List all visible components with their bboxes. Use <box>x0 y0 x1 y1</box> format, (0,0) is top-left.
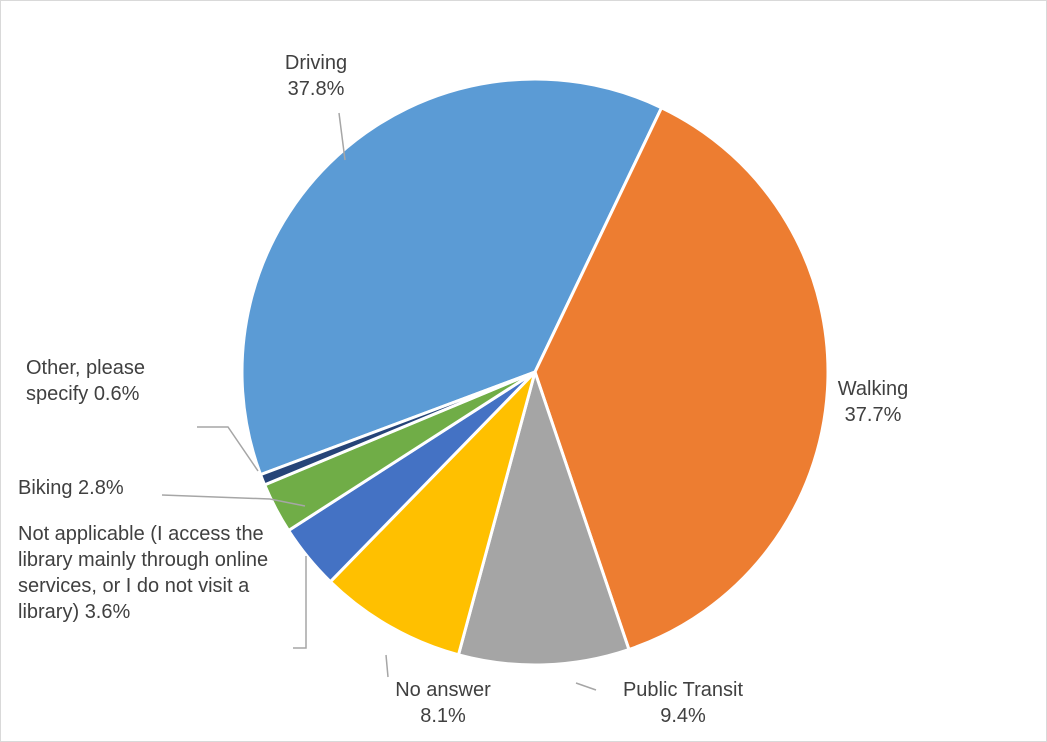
pie-slice <box>328 370 537 657</box>
pie-slice <box>240 77 664 477</box>
pie-slice <box>533 106 830 652</box>
data-label: Walking 37.7% <box>793 376 953 428</box>
leader-line <box>197 426 259 472</box>
leader-line <box>385 654 389 678</box>
data-label: Biking 2.8% <box>18 475 218 501</box>
category-label: Public Transit <box>622 679 744 701</box>
pie-slice <box>456 370 631 667</box>
category-label: Other, please specify <box>26 357 145 405</box>
leader-line <box>161 494 306 507</box>
data-label: Public Transit 9.4% <box>583 677 783 729</box>
value-label: 9.4% <box>660 705 706 727</box>
value-label: 37.7% <box>844 404 902 426</box>
pie-slice <box>259 370 537 487</box>
value-label: 0.6% <box>93 383 140 405</box>
data-label: Not applicable (I access the library mai… <box>18 521 290 625</box>
data-label: Other, please specify 0.6% <box>26 355 206 407</box>
value-label: 2.8% <box>78 477 124 499</box>
leader-line <box>338 112 346 161</box>
category-label: Driving <box>284 52 348 74</box>
category-label: Biking <box>18 477 73 499</box>
leader-line <box>575 682 597 691</box>
data-label: Driving 37.8% <box>236 50 396 102</box>
category-label: Not applicable (I access the library mai… <box>18 523 269 623</box>
value-label: 8.1% <box>420 705 466 727</box>
category-label: No answer <box>395 679 491 701</box>
value-label: 3.6% <box>84 601 131 623</box>
value-label: 37.8% <box>287 78 345 100</box>
category-label: Walking <box>837 378 909 400</box>
data-label: No answer 8.1% <box>363 677 523 729</box>
leader-line <box>293 556 307 649</box>
